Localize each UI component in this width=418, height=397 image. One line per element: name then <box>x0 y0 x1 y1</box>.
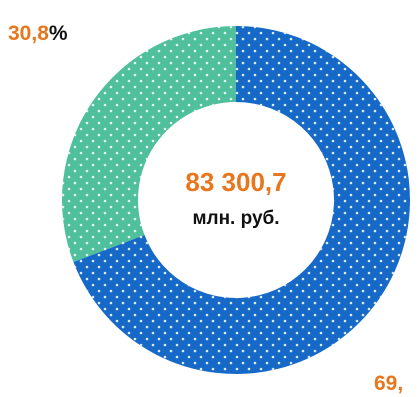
slice-blue-dot-texture <box>73 26 410 375</box>
slices-layer <box>61 26 410 375</box>
slice-label-teal-number: 30,8 <box>8 22 49 45</box>
slice-teal <box>61 26 236 263</box>
slice-label-teal-suffix: % <box>49 22 68 45</box>
slice-label-teal: 30,8% <box>8 22 68 45</box>
slice-blue <box>73 26 410 375</box>
slice-label-blue-number: 69, <box>374 372 403 395</box>
center-unit-label: млн. руб. <box>192 208 279 229</box>
center-total-value: 83 300,7 <box>185 167 286 197</box>
slice-label-blue: 69, <box>374 372 403 395</box>
slice-teal-dot-texture <box>61 26 236 263</box>
